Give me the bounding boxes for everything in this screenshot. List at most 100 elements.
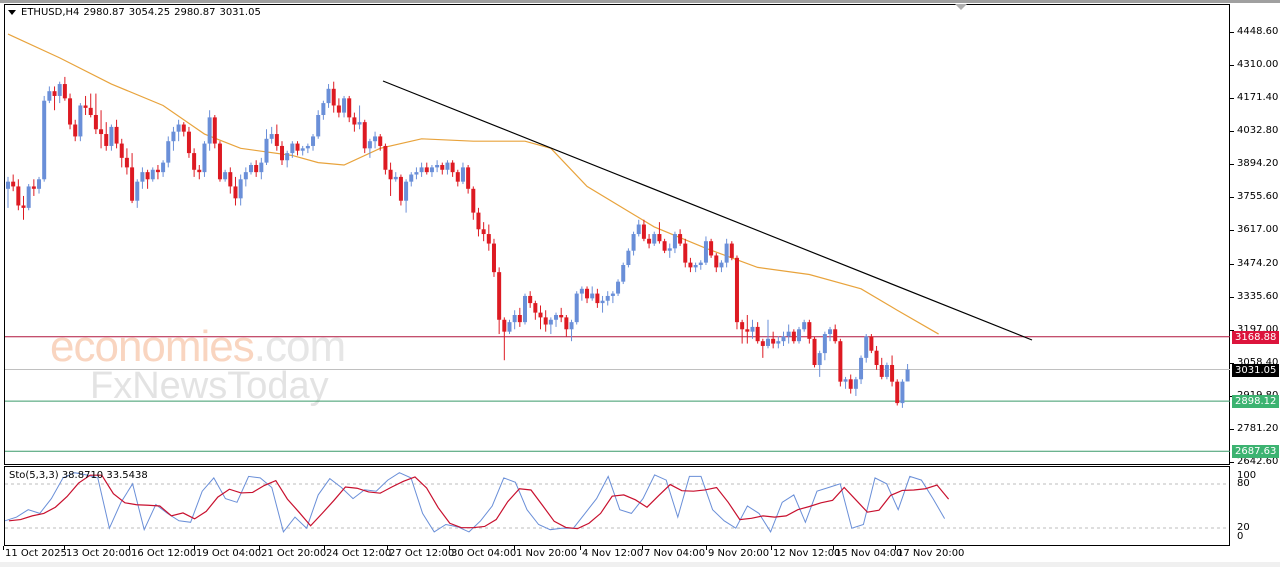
- low-value: 2980.87: [174, 7, 216, 18]
- candle-body: [186, 131, 191, 154]
- candle-body: [626, 250, 631, 265]
- candle-body: [683, 243, 688, 263]
- status-strip: [0, 562, 1280, 567]
- candle-body: [476, 212, 481, 230]
- candle-body: [755, 326, 760, 342]
- candle-body: [140, 172, 145, 182]
- candle-body: [166, 141, 171, 163]
- trendline: [382, 80, 1033, 341]
- candle-body: [709, 241, 714, 256]
- candle-body: [543, 317, 548, 325]
- candle-body: [357, 122, 362, 125]
- candle-body: [393, 176, 398, 180]
- stochastic-label: Sto(5,3,3) 38.8710 33.5438: [9, 470, 148, 481]
- candle-body: [367, 141, 372, 149]
- candle-body: [734, 257, 739, 323]
- candle-body: [104, 134, 109, 146]
- price-tick: 3755.60: [1237, 191, 1279, 202]
- candle-body: [621, 265, 626, 282]
- candle-body: [853, 379, 858, 389]
- candle-body: [409, 174, 414, 182]
- candle-body: [698, 262, 703, 265]
- candle-body: [569, 322, 574, 330]
- candle-body: [212, 117, 217, 144]
- candle-body: [466, 167, 471, 189]
- candle-body: [383, 145, 388, 170]
- price-tick-mark: [1230, 429, 1234, 430]
- price-tick-mark: [1230, 131, 1234, 132]
- candle-body: [502, 319, 507, 332]
- price-tick: 3617.00: [1237, 224, 1279, 235]
- candle-body: [440, 165, 445, 170]
- candle-body: [564, 317, 569, 330]
- candle-body: [900, 381, 905, 404]
- candle-body: [300, 148, 305, 151]
- candle-body: [398, 176, 403, 201]
- stochastic-pane[interactable]: [4, 466, 1230, 546]
- time-tick-mark: [324, 546, 325, 550]
- price-tick: 2781.20: [1237, 423, 1279, 434]
- candle-body: [802, 322, 807, 330]
- candle-body: [321, 103, 326, 115]
- candle-body: [6, 181, 10, 189]
- candle-body: [295, 143, 300, 151]
- chart-shift-marker-icon[interactable]: [955, 4, 967, 10]
- candle-body: [636, 224, 641, 235]
- candle-body: [73, 124, 78, 137]
- price-tick: 3197.00: [1237, 324, 1279, 335]
- candle-body: [99, 129, 104, 135]
- candle-body: [326, 88, 331, 104]
- candle-body: [843, 379, 848, 382]
- time-tick-mark: [64, 546, 65, 550]
- candle-body: [52, 91, 57, 96]
- candle-body: [11, 181, 16, 187]
- sto-level-80: 80: [1237, 478, 1250, 489]
- candle-body: [848, 379, 853, 389]
- candle-body: [491, 243, 496, 273]
- price-chart-pane[interactable]: [4, 4, 1230, 465]
- candle-body: [259, 162, 264, 173]
- candle-body: [243, 172, 248, 180]
- candle-body: [305, 145, 310, 149]
- candle-body: [631, 234, 636, 251]
- candle-body: [254, 165, 259, 173]
- symbol-label: ETHUSD,H4: [21, 7, 80, 18]
- candle-body: [745, 329, 750, 332]
- time-tick-mark: [194, 546, 195, 550]
- window-top-border: [0, 0, 1280, 3]
- time-tick: 30 Oct 04:00: [451, 548, 517, 559]
- candle-body: [662, 241, 667, 251]
- sto-level-0: 0: [1237, 531, 1244, 542]
- candle-body: [378, 136, 383, 146]
- candle-body: [833, 329, 838, 342]
- candle-body: [786, 331, 791, 337]
- price-tick: 3058.40: [1237, 357, 1279, 368]
- candle-body: [42, 100, 47, 180]
- candle-body: [16, 186, 21, 206]
- candle-body: [641, 224, 646, 239]
- price-tick-mark: [1230, 98, 1234, 99]
- candle-body: [274, 134, 279, 146]
- candle-body: [740, 322, 745, 330]
- time-tick: 4 Nov 12:00: [582, 548, 644, 559]
- candle-body: [667, 248, 672, 251]
- price-tick: 4448.60: [1237, 26, 1279, 37]
- time-tick: 17 Nov 20:00: [897, 548, 965, 559]
- watermark-economies: economies.com: [50, 322, 346, 371]
- candle-body: [497, 272, 502, 320]
- high-value: 3054.25: [128, 7, 171, 18]
- candle-body: [331, 88, 336, 106]
- candle-body: [895, 381, 900, 404]
- time-tick: 1 Nov 20:00: [516, 548, 578, 559]
- candle-body: [605, 295, 610, 301]
- collapse-triangle-icon[interactable]: [8, 9, 16, 15]
- time-tick-mark: [3, 546, 4, 550]
- time-tick: 24 Oct 12:00: [326, 548, 392, 559]
- candle-body: [192, 153, 197, 170]
- candle-body: [88, 107, 93, 115]
- candle-body: [37, 179, 42, 189]
- candle-body: [548, 319, 553, 325]
- price-tick-mark: [1230, 32, 1234, 33]
- candle-body: [595, 293, 600, 304]
- candle-body: [481, 229, 486, 235]
